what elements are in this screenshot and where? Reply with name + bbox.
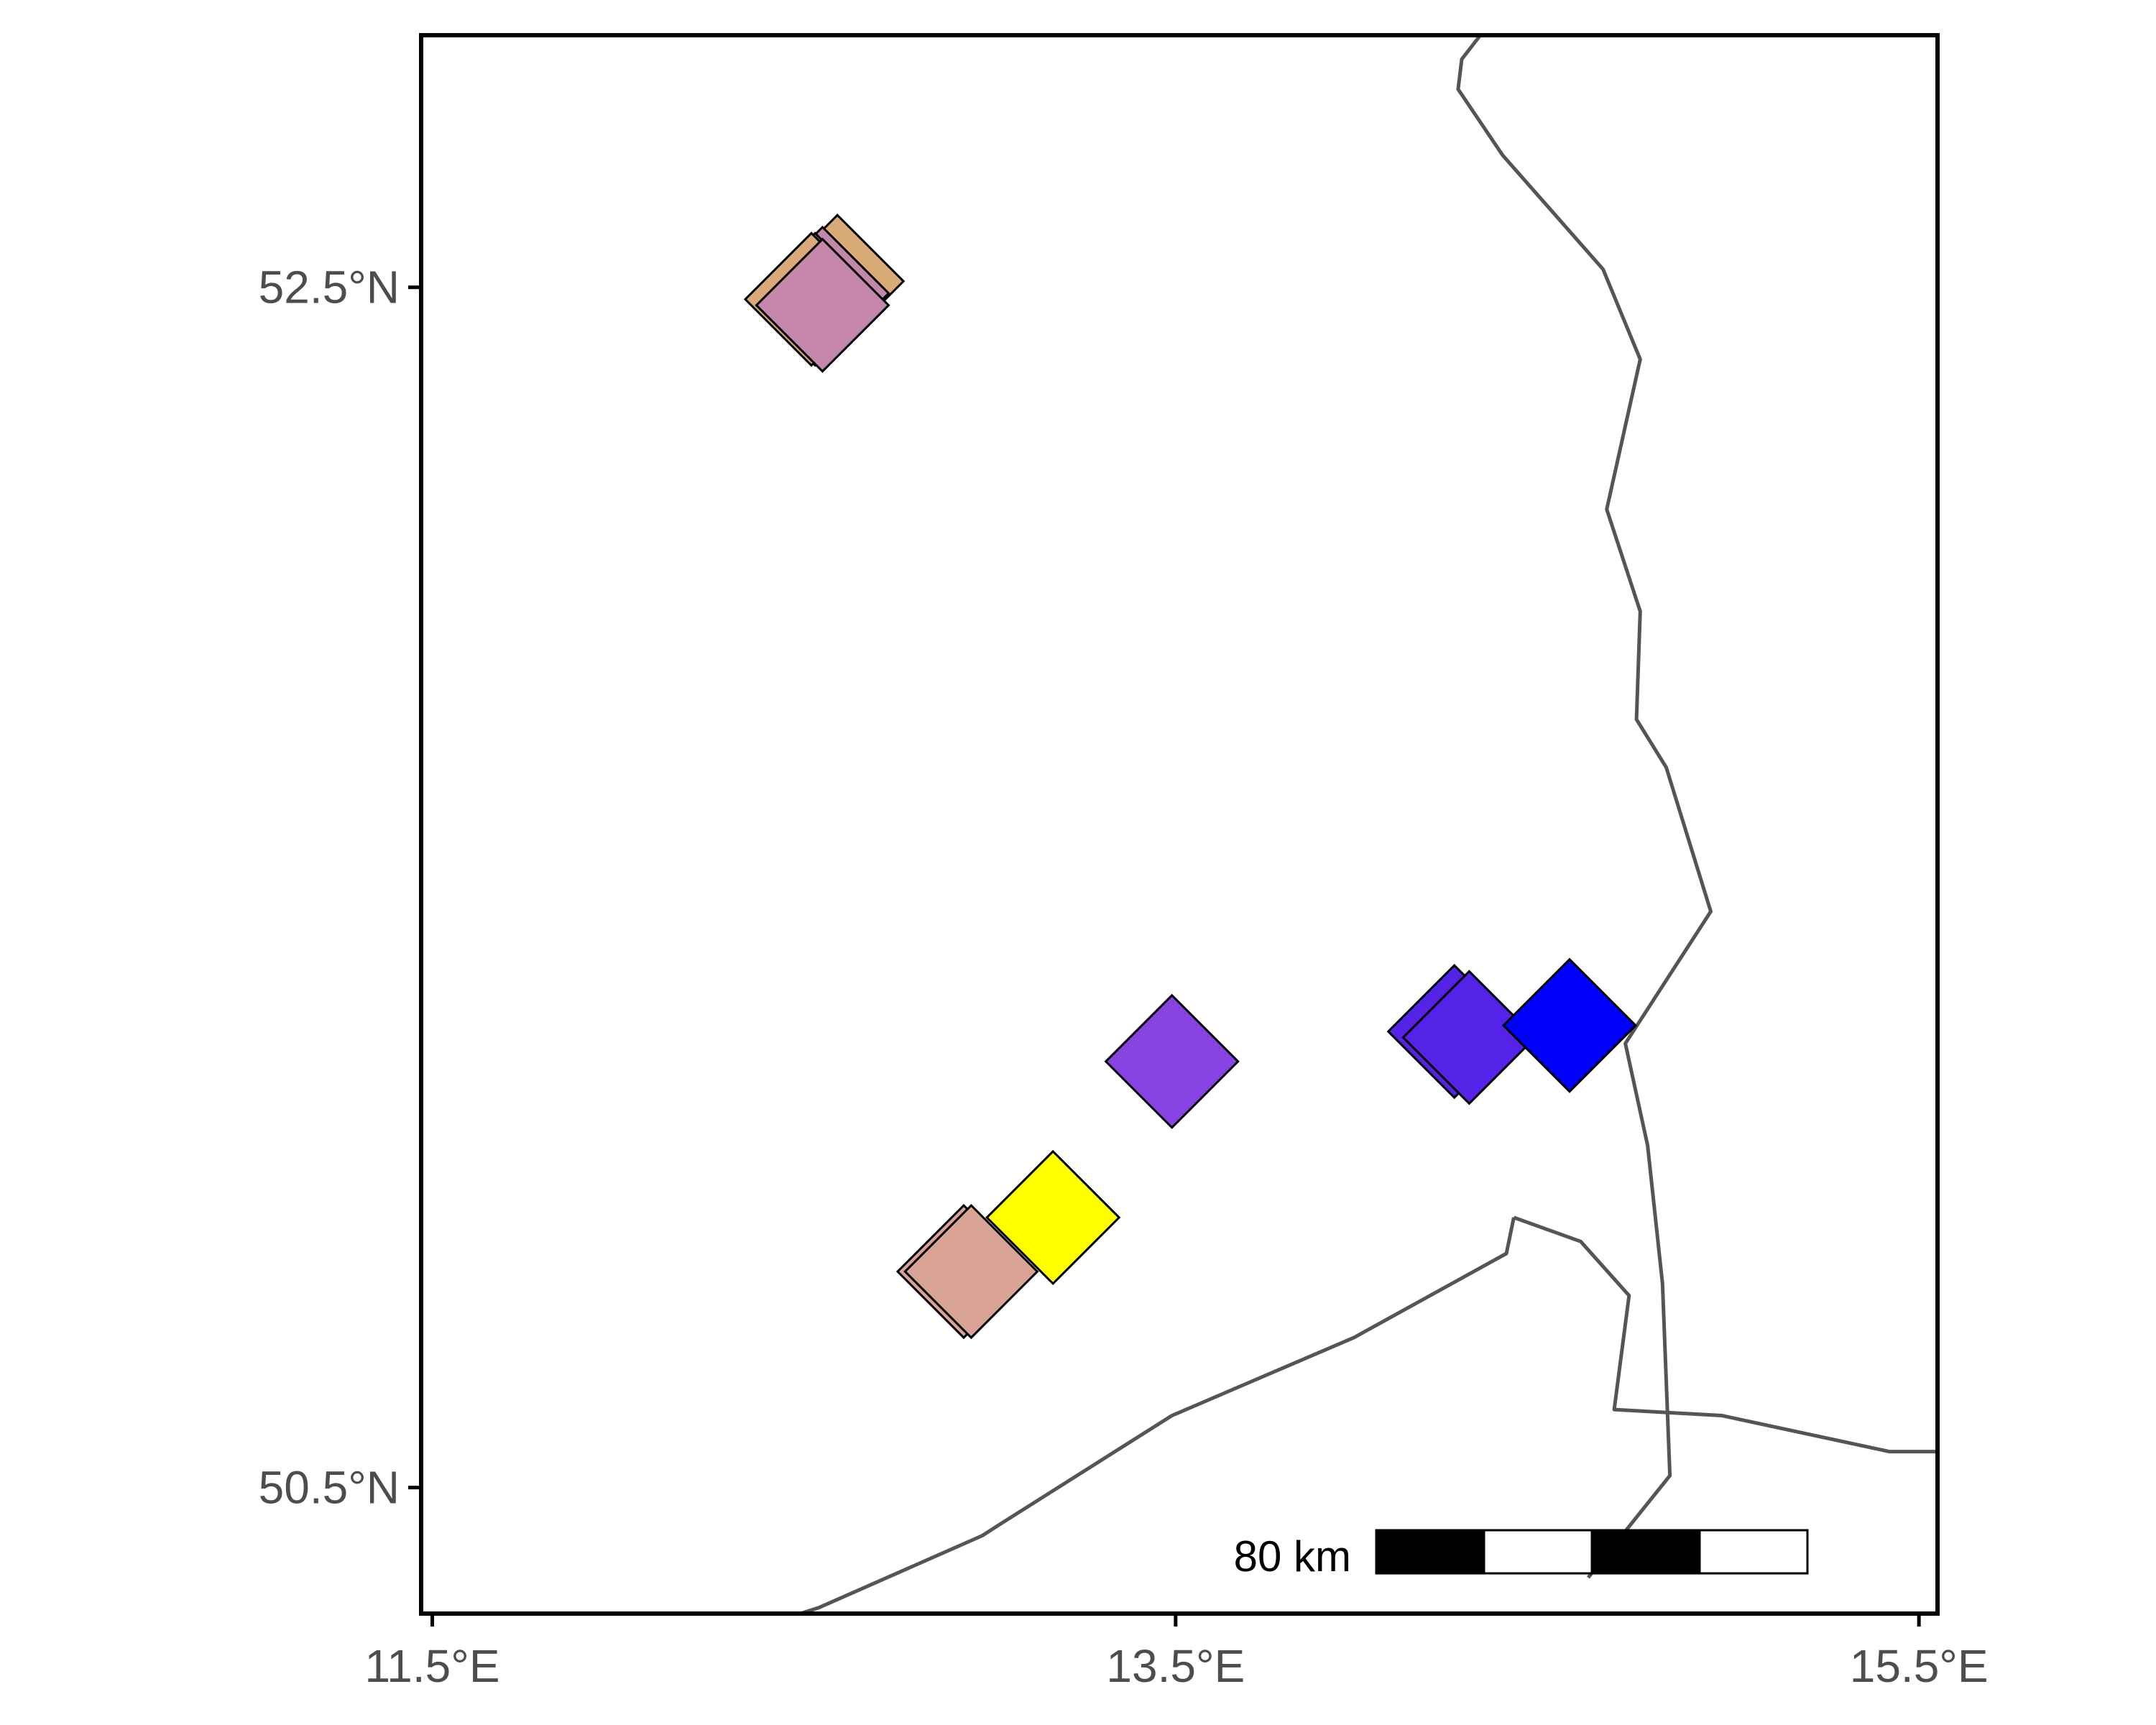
site-marker-12: [903, 1203, 1039, 1340]
x-tick-label-1: 11.5°E: [364, 1640, 499, 1692]
x-tick-label-3: 15.5°E: [1850, 1640, 1989, 1692]
scale-bar-segment-3: [1590, 1529, 1701, 1575]
site-marker-9: [1501, 957, 1638, 1093]
scale-bar-segment-4: [1698, 1529, 1809, 1575]
map-panel-frame: [419, 33, 1940, 1616]
border-line-3: [799, 1217, 1516, 1614]
y-tick-label-2: 50.5°N: [259, 1462, 400, 1514]
scale-bar-label: 80 km: [1234, 1532, 1351, 1581]
site-marker-10: [985, 1149, 1121, 1286]
site-markers: [743, 213, 1638, 1340]
site-marker-6: [1104, 993, 1240, 1129]
y-axis: 52.5°N 50.5°N: [259, 262, 421, 1514]
border-line-1: [1456, 35, 1713, 1579]
site-marker-5: [755, 237, 890, 373]
y-tick-label-1: 52.5°N: [259, 262, 400, 313]
country-borders: [799, 35, 1938, 1614]
scale-bar: 80 km: [1234, 1529, 1809, 1581]
x-tick-label-2: 13.5°E: [1106, 1640, 1245, 1692]
map-panel-background: [421, 35, 1938, 1614]
x-axis: 11.5°E 13.5°E 15.5°E: [364, 1614, 1989, 1692]
border-line-2: [1513, 1215, 1938, 1454]
scale-bar-segment-1: [1375, 1529, 1485, 1575]
scale-bar-segment-2: [1483, 1529, 1593, 1575]
